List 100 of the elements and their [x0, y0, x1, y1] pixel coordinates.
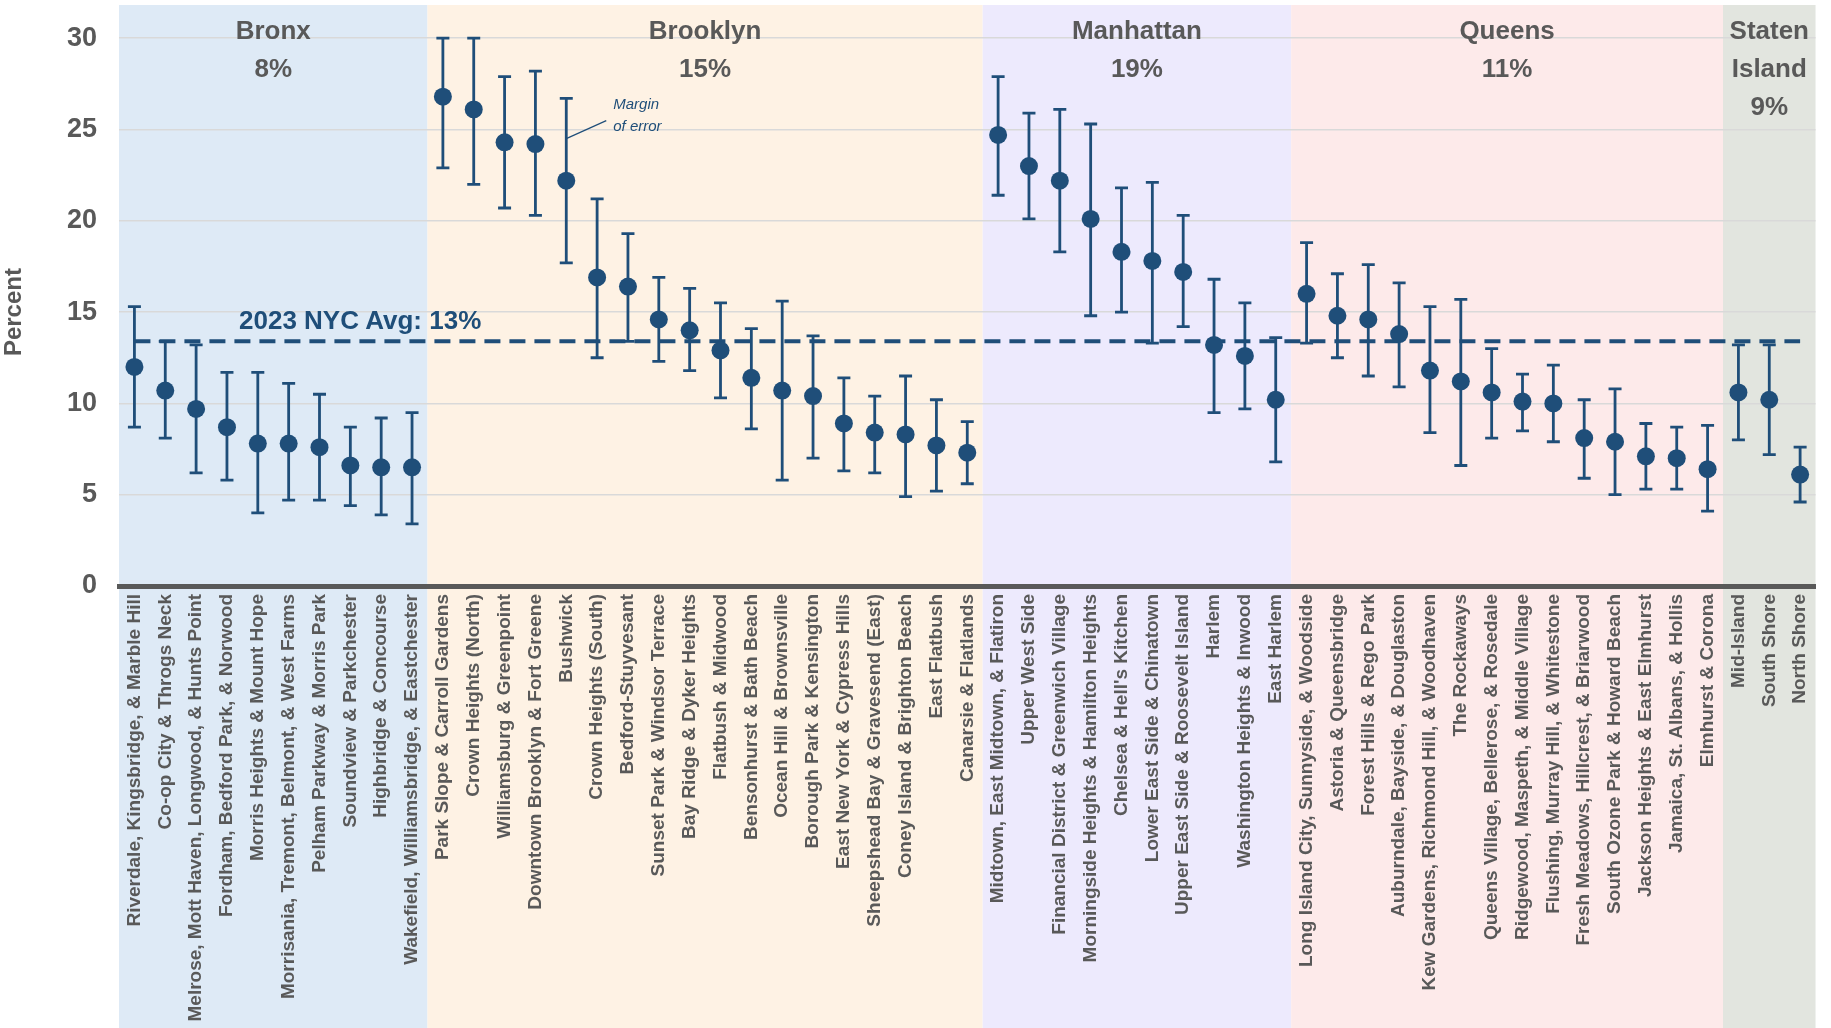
x-tick-label: Forest Hills & Rego Park — [1356, 593, 1378, 816]
x-tick-label: Astoria & Queensbridge — [1325, 594, 1347, 812]
x-tick-label: Fordham, Bedford Park, & Norwood — [215, 594, 237, 918]
point — [680, 321, 699, 340]
point — [248, 434, 267, 453]
x-tick-label: East Flatbush — [924, 594, 946, 719]
point — [1235, 346, 1254, 365]
point — [1205, 335, 1224, 354]
y-tick-label: 15 — [66, 295, 97, 326]
x-tick-label: Lower East Side & Chinatown — [1140, 594, 1162, 863]
x-tick-label: Kew Gardens, Richmond Hill, & Woodhaven — [1418, 594, 1440, 991]
x-tick-label: Wakefield, Williamsbridge, & Eastchester — [400, 593, 422, 965]
x-tick-label: Jackson Heights & East Elmhurst — [1634, 593, 1656, 898]
point — [804, 387, 823, 406]
x-tick-label: Jamaica, St. Albans, & Hollis — [1664, 594, 1686, 854]
x-tick-label: Morris Heights & Mount Hope — [246, 594, 268, 862]
point — [773, 381, 792, 400]
x-tick-label: Bushwick — [554, 593, 576, 683]
point — [1297, 284, 1316, 303]
x-tick-label: Crown Heights (North) — [461, 594, 483, 797]
point — [834, 414, 853, 433]
point — [156, 381, 175, 400]
point — [279, 434, 298, 453]
point — [742, 368, 761, 387]
x-tick-label: Melrose, Mott Haven, Longwood, & Hunts Point — [184, 593, 206, 1022]
point — [1328, 306, 1347, 325]
x-tick-label: Soundview & Parkchester — [338, 593, 360, 828]
point — [217, 418, 236, 437]
x-tick-label: Co-op City & Throgs Neck — [153, 593, 175, 830]
x-tick-label: Park Slope & Carroll Gardens — [431, 594, 453, 861]
y-axis-title: Percent — [0, 268, 27, 357]
x-tick-label: Midtown, East Midtown, & Flatiron — [986, 594, 1008, 904]
band-label: Brooklyn 15% — [648, 15, 762, 84]
x-tick-label: Bensonhurst & Bath Beach — [739, 594, 761, 840]
x-tick-label: Morningside Heights & Hamilton Heights — [1078, 594, 1100, 963]
x-tick-label: Sunset Park & Windsor Terrace — [647, 594, 669, 877]
x-tick-label: Harlem — [1202, 594, 1224, 659]
x-tick-label: Coney Island & Brighton Beach — [893, 594, 915, 878]
y-tick-label: 20 — [66, 204, 97, 235]
point — [1019, 157, 1038, 176]
point — [1050, 171, 1069, 190]
x-tick-label: Riverdale, Kingsbridge, & Marble Hill — [122, 594, 144, 927]
point — [1760, 390, 1779, 409]
point — [958, 443, 977, 462]
point — [1482, 383, 1501, 402]
point — [1729, 383, 1748, 402]
x-tick-label: Borough Park & Kensington — [801, 594, 823, 849]
x-tick-label: Morrisania, Tremont, Belmont, & West Farms — [276, 594, 298, 1000]
x-tick-label: Ocean Hill & Brownsville — [770, 594, 792, 818]
point — [588, 268, 607, 287]
band-label: Queens 11% — [1459, 15, 1555, 84]
band-label: Manhattan 19% — [1071, 15, 1202, 84]
point — [1143, 251, 1162, 270]
x-tick-label: Flatbush & Midwood — [708, 594, 730, 780]
point — [1575, 429, 1594, 448]
x-tick-label: Long Island City, Sunnyside, & Woodside — [1294, 594, 1316, 967]
point — [1544, 394, 1563, 413]
point — [341, 456, 360, 475]
point — [1791, 465, 1810, 484]
x-tick-label: Sheepshead Bay & Gravesend (East) — [862, 594, 884, 927]
x-tick-label: East New York & Cypress Hills — [832, 594, 854, 869]
point — [1636, 447, 1655, 466]
y-tick-label: 30 — [66, 21, 97, 52]
point — [1606, 432, 1625, 451]
point — [464, 100, 483, 119]
ref-line-label: 2023 NYC Avg: 13% — [239, 305, 482, 336]
x-tick-label: Williamsburg & Greenpoint — [492, 593, 514, 839]
x-tick-label: South Shore — [1757, 594, 1779, 707]
x-tick-label: Flushing, Murray Hill, & Whitestone — [1541, 594, 1563, 914]
point — [433, 87, 452, 106]
point — [526, 135, 545, 154]
point — [1266, 390, 1285, 409]
x-tick-label: Elmhurst & Corona — [1695, 593, 1717, 768]
x-tick-label: Ridgewood, Maspeth, & Middle Village — [1510, 594, 1532, 940]
x-tick-label: Financial District & Greenwich Village — [1048, 594, 1070, 935]
x-tick-label: Chelsea & Hell's Kitchen — [1109, 594, 1131, 817]
point — [1451, 372, 1470, 391]
x-tick-label: Highbridge & Concourse — [369, 594, 391, 818]
x-tick-label: Auburndale, Bayside, & Douglaston — [1387, 594, 1409, 918]
y-tick-label: 25 — [66, 112, 97, 143]
point — [1359, 310, 1378, 329]
y-tick-label: 5 — [81, 478, 97, 509]
y-tick-label: 0 — [81, 569, 97, 600]
x-tick-label: Fresh Meadows, Hillcrest, & Briarwood — [1572, 594, 1594, 946]
point — [1698, 460, 1717, 479]
point — [1390, 325, 1409, 344]
point — [125, 357, 144, 376]
x-tick-label: Mid-Island — [1726, 594, 1748, 688]
point — [187, 399, 206, 418]
x-tick-label: East Harlem — [1263, 594, 1285, 704]
point — [865, 423, 884, 442]
x-tick-label: Bedford-Stuyvesant — [616, 593, 638, 775]
point — [649, 310, 668, 329]
annotation: Margin of error — [613, 94, 663, 134]
point — [403, 458, 422, 477]
x-tick-label: Washington Heights & Inwood — [1233, 594, 1255, 868]
point — [495, 133, 514, 152]
y-tick-label: 10 — [66, 386, 97, 417]
point — [310, 438, 329, 457]
x-tick-label: North Shore — [1788, 594, 1810, 704]
